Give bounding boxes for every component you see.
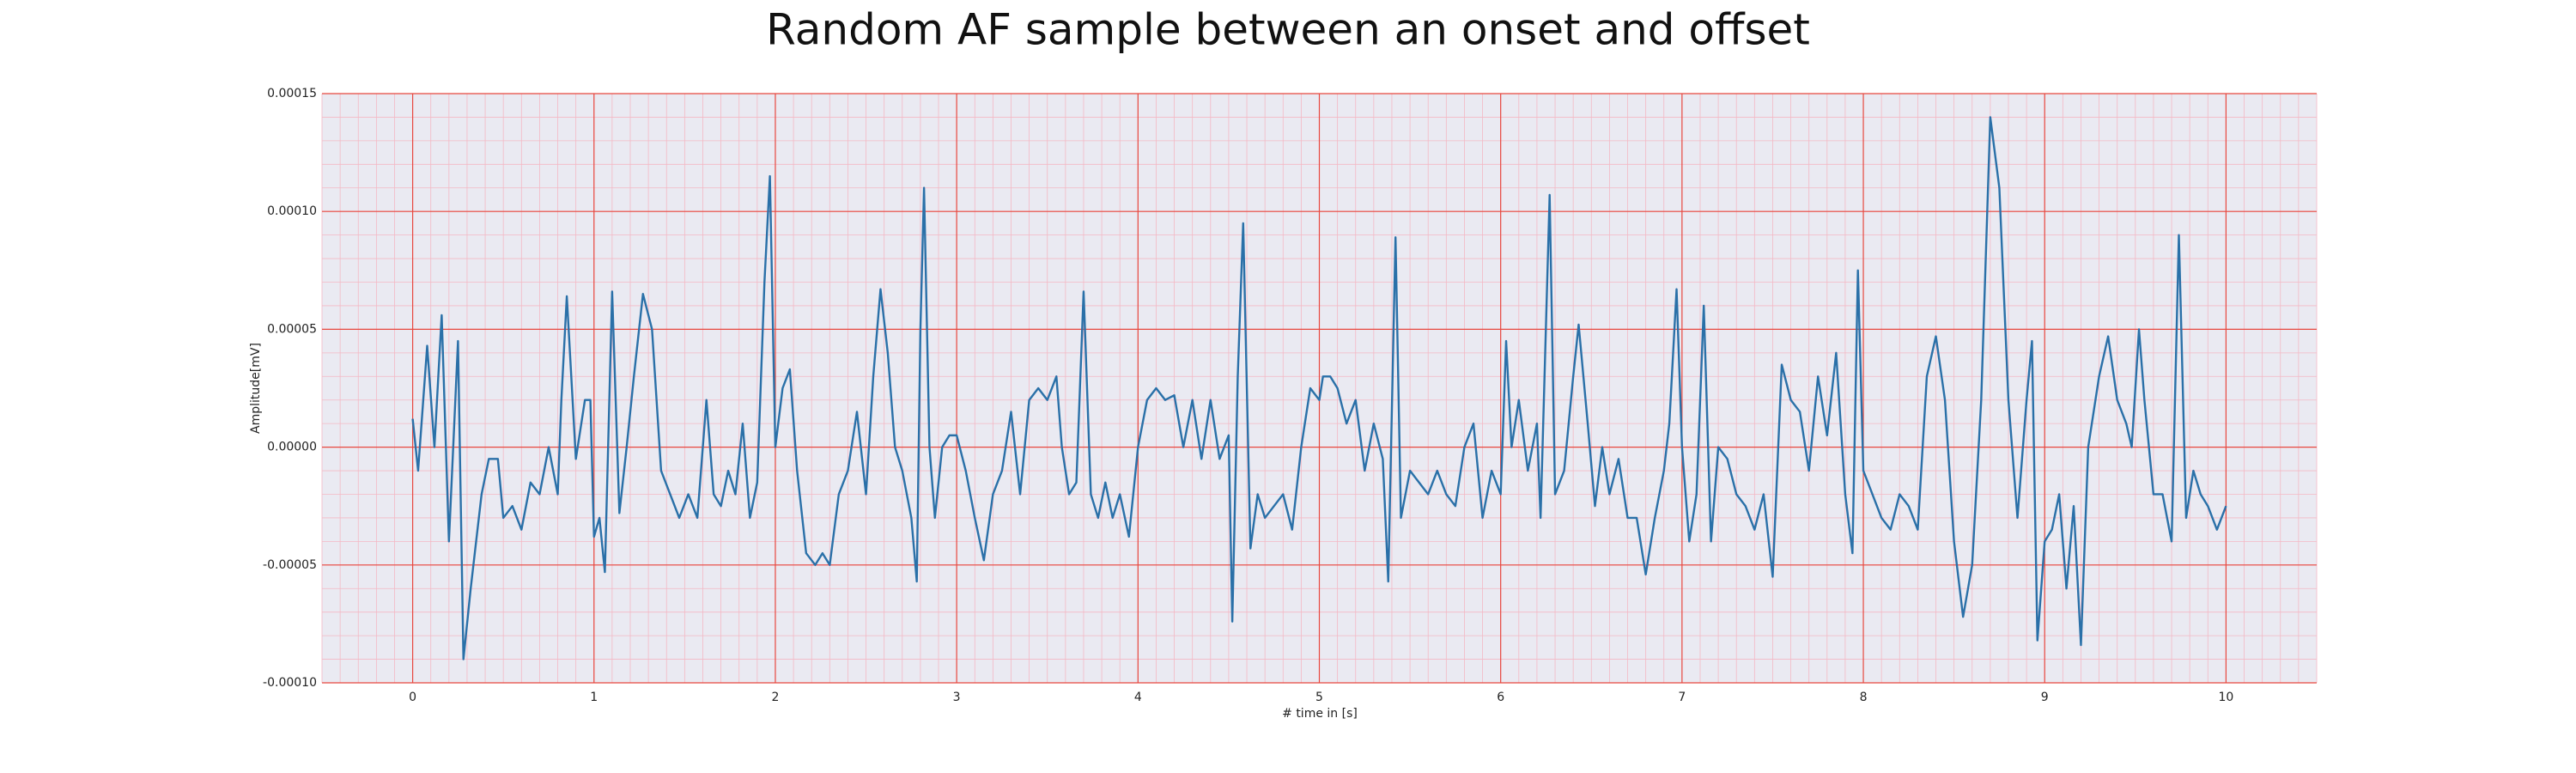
- y-tick-label: 0.00005: [267, 322, 317, 336]
- y-tick-label: 0.00000: [267, 441, 317, 454]
- x-tick-label: 6: [1497, 691, 1504, 704]
- x-tick-label: 3: [953, 691, 961, 704]
- x-tick-label: 4: [1134, 691, 1142, 704]
- x-tick-label: 5: [1315, 691, 1323, 704]
- x-axis-label: # time in [s]: [1282, 707, 1358, 721]
- x-tick-label: 1: [590, 691, 598, 704]
- x-tick-label: 8: [1860, 691, 1868, 704]
- y-tick-label: -0.00005: [263, 558, 317, 572]
- chart-title: Random AF sample between an onset and of…: [766, 5, 1810, 55]
- x-tick-label: 7: [1678, 691, 1686, 704]
- x-tick-label: 9: [2041, 691, 2049, 704]
- y-tick-label: -0.00010: [263, 676, 317, 690]
- y-tick-label: 0.00010: [267, 204, 317, 218]
- x-tick-label: 0: [409, 691, 416, 704]
- x-tick-label: 2: [771, 691, 779, 704]
- y-axis-label: Amplitude[mV]: [249, 343, 263, 434]
- y-tick-label: 0.00015: [267, 87, 317, 100]
- x-tick-label: 10: [2218, 691, 2233, 704]
- data-line: [411, 116, 2227, 660]
